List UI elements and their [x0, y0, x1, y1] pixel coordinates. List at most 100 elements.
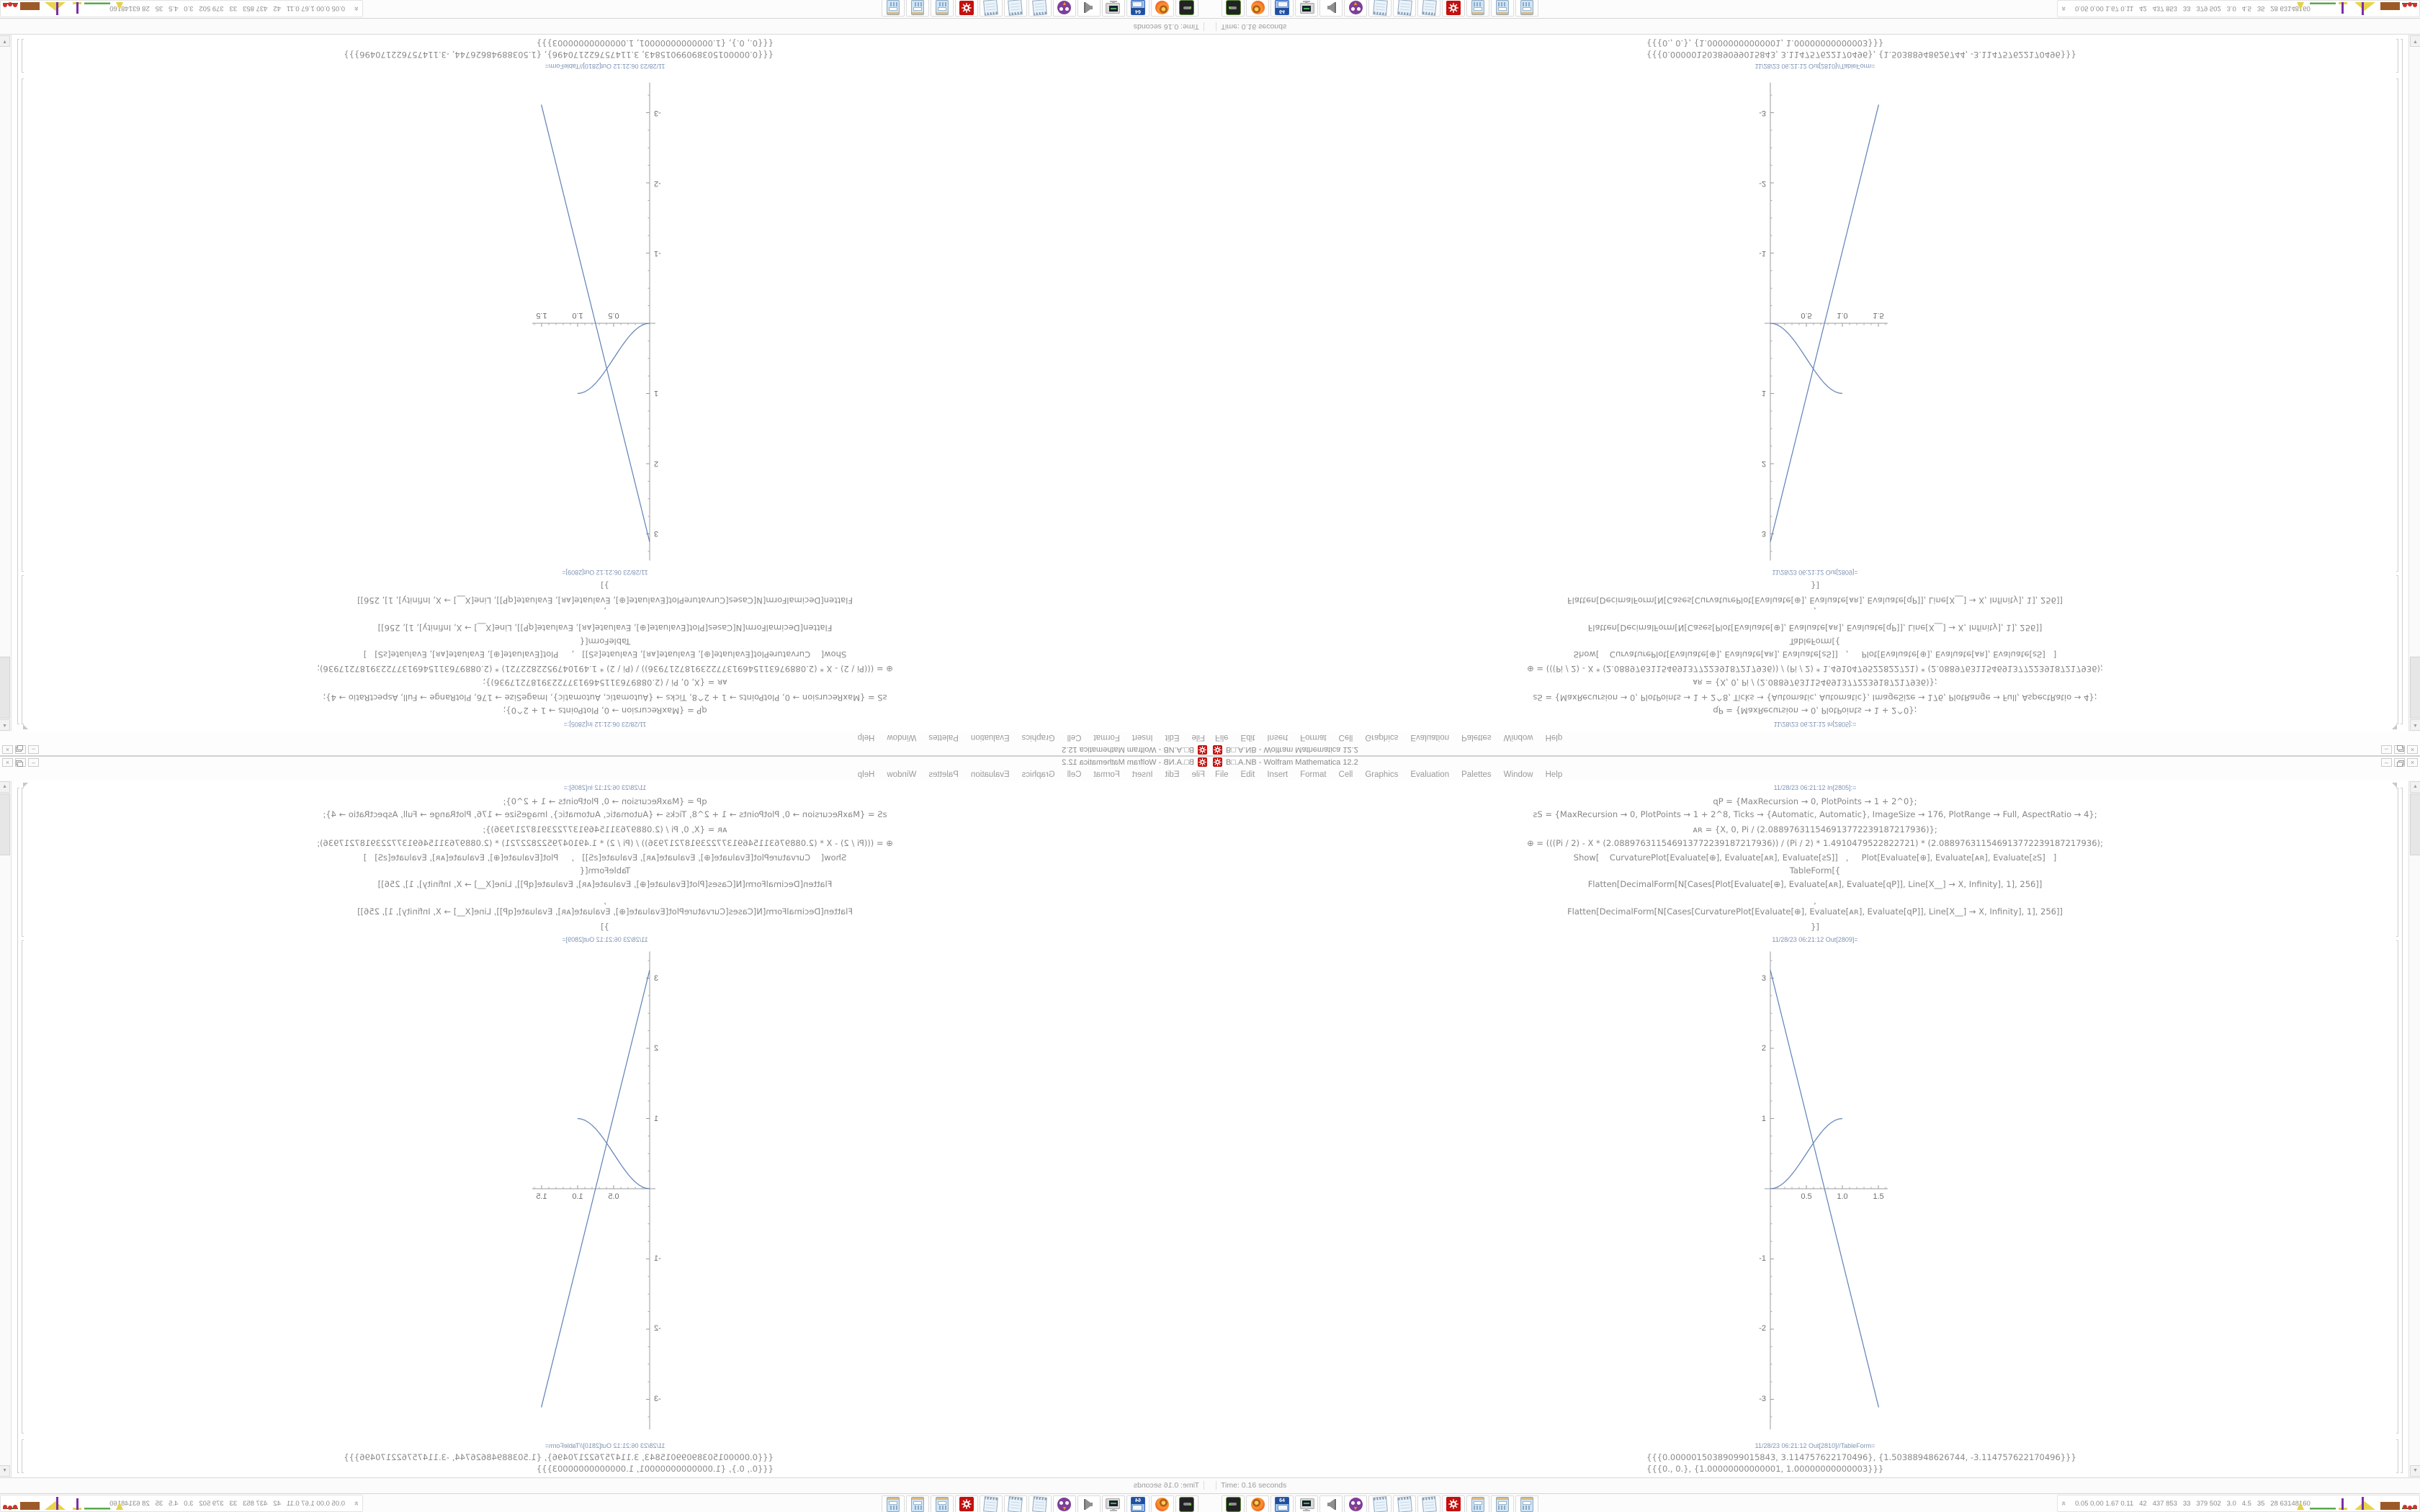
cell-bracket-group[interactable]	[17, 39, 19, 724]
taskbar-button-notepad[interactable]	[980, 1495, 1003, 1512]
taskbar-button-firefox[interactable]	[1151, 0, 1174, 17]
menu-format[interactable]: Format	[1300, 733, 1327, 742]
taskbar-button-calculator[interactable]	[882, 0, 905, 17]
taskbar-button-notepad[interactable]	[1393, 0, 1416, 17]
menu-file[interactable]: File	[1215, 733, 1229, 742]
taskbar-button-firefox[interactable]	[1246, 1495, 1269, 1512]
taskbar-button-mathematica[interactable]	[1442, 1495, 1465, 1512]
taskbar-button-console[interactable]	[1222, 1495, 1245, 1512]
taskbar-button-monitor[interactable]	[1295, 1495, 1318, 1512]
taskbar-button-floppy[interactable]: 64	[1126, 1495, 1150, 1512]
scroll-up-icon[interactable]: ▲	[2410, 719, 2420, 731]
close-button[interactable]: ×	[2, 758, 13, 767]
close-button[interactable]: ×	[2407, 758, 2418, 767]
taskbar-button-calculator[interactable]	[882, 1495, 905, 1512]
code-line[interactable]: ⊕ = (((Pi / 2) - X * (2.0889763115469137…	[317, 838, 893, 848]
cell-bracket-group[interactable]	[2401, 39, 2403, 724]
code-line[interactable]: }]	[1811, 580, 1819, 590]
code-line[interactable]: Flatten[DecimalForm[N[Cases[CurvaturePlo…	[357, 906, 853, 917]
taskbar-button-notepad[interactable]	[1028, 1495, 1052, 1512]
restore-button[interactable]	[2394, 758, 2405, 767]
scroll-down-icon[interactable]: ▼	[0, 35, 10, 47]
menu-window[interactable]: Window	[1503, 770, 1533, 779]
cell-bracket-table-output[interactable]	[22, 39, 24, 73]
taskbar-button-calculator[interactable]	[1515, 0, 1538, 17]
code-line[interactable]: Flatten[DecimalForm[N[Cases[Plot[Evaluat…	[377, 623, 833, 633]
scroll-down-icon[interactable]: ▼	[2410, 35, 2420, 47]
menu-evaluation[interactable]: Evaluation	[1410, 733, 1450, 742]
minimize-button[interactable]: –	[28, 758, 39, 767]
scroll-up-icon[interactable]: ▲	[0, 719, 10, 731]
restore-button[interactable]	[15, 758, 26, 767]
code-line[interactable]: ƨS = {MaxRecursion → 0, PlotPoints → 1 +…	[1533, 693, 2097, 703]
code-line[interactable]: Flatten[DecimalForm[N[Cases[Plot[Evaluat…	[377, 879, 833, 889]
menu-edit[interactable]: Edit	[1165, 733, 1180, 742]
menu-format[interactable]: Format	[1300, 770, 1327, 779]
code-line[interactable]: ,	[1814, 606, 1816, 616]
code-line[interactable]: ɋP = {MaxRecursion → 0, PlotPoints → 1 +…	[503, 796, 707, 806]
menu-evaluation[interactable]: Evaluation	[1410, 770, 1450, 779]
cell-bracket-group[interactable]	[2401, 788, 2403, 1473]
taskbar-button-owl[interactable]	[1344, 1495, 1367, 1512]
taskbar-button-notepad[interactable]	[1028, 0, 1052, 17]
menu-file[interactable]: File	[1215, 770, 1229, 779]
menu-cell[interactable]: Cell	[1067, 770, 1082, 779]
taskbar-button-calculator[interactable]	[931, 1495, 954, 1512]
menu-window[interactable]: Window	[887, 733, 917, 742]
tray-expand-icon[interactable]: «	[351, 6, 361, 12]
taskbar-button-monitor[interactable]	[1102, 0, 1125, 17]
taskbar-button-speaker[interactable]	[1077, 0, 1101, 17]
taskbar-button-calculator[interactable]	[1491, 1495, 1514, 1512]
scroll-up-icon[interactable]: ▲	[0, 781, 10, 793]
menu-insert[interactable]: Insert	[1131, 733, 1153, 742]
taskbar-button-floppy[interactable]: 64	[1270, 1495, 1294, 1512]
scroll-down-icon[interactable]: ▼	[2410, 1465, 2420, 1477]
taskbar-button-notepad[interactable]	[1417, 0, 1440, 17]
notebook-content[interactable]	[1210, 780, 2420, 1477]
menu-edit[interactable]: Edit	[1240, 770, 1255, 779]
code-line[interactable]: TableForm[{	[579, 865, 631, 876]
menu-graphics[interactable]: Graphics	[1021, 733, 1055, 742]
close-button[interactable]: ×	[2, 745, 13, 754]
window-titlebar[interactable]: B□.A.NB - Wolfram Mathematica 12.2 – ×	[0, 757, 1210, 768]
window-titlebar[interactable]: B□.A.NB - Wolfram Mathematica 12.2 – ×	[0, 744, 1210, 755]
scrollbar-thumb[interactable]	[0, 793, 10, 855]
taskbar-button-notepad[interactable]	[980, 0, 1003, 17]
menu-cell[interactable]: Cell	[1067, 733, 1082, 742]
taskbar-button-owl[interactable]	[1344, 0, 1367, 17]
code-line[interactable]: ɋP = {MaxRecursion → 0, PlotPoints → 1 +…	[1713, 706, 1917, 716]
restore-button[interactable]	[2394, 745, 2405, 754]
menu-palettes[interactable]: Palettes	[1461, 733, 1492, 742]
taskbar-button-monitor[interactable]	[1295, 0, 1318, 17]
cell-bracket-plot-output[interactable]	[2396, 78, 2398, 572]
code-line[interactable]: ɋP = {MaxRecursion → 0, PlotPoints → 1 +…	[503, 706, 707, 716]
taskbar-button-monitor[interactable]	[1102, 1495, 1125, 1512]
scrollbar-thumb[interactable]	[2410, 793, 2420, 855]
taskbar-button-calculator[interactable]	[1491, 0, 1514, 17]
menu-evaluation[interactable]: Evaluation	[970, 770, 1010, 779]
menu-graphics[interactable]: Graphics	[1365, 770, 1399, 779]
menu-window[interactable]: Window	[887, 770, 917, 779]
menu-evaluation[interactable]: Evaluation	[970, 733, 1010, 742]
taskbar-button-owl[interactable]	[1053, 1495, 1076, 1512]
restore-button[interactable]	[15, 745, 26, 754]
code-line[interactable]: Flatten[DecimalForm[N[Cases[CurvaturePlo…	[1567, 906, 2063, 917]
scrollbar-thumb[interactable]	[2410, 657, 2420, 719]
cell-bracket-plot-output[interactable]	[22, 78, 24, 572]
code-line[interactable]: ƨS = {MaxRecursion → 0, PlotPoints → 1 +…	[323, 693, 887, 703]
minimize-button[interactable]: –	[28, 745, 39, 754]
vertical-scrollbar[interactable]: ▲ ▼	[2408, 780, 2420, 1477]
taskbar-button-speaker[interactable]	[1319, 1495, 1343, 1512]
cell-bracket-group[interactable]	[17, 788, 19, 1473]
cell-bracket-plot-output[interactable]	[22, 940, 24, 1434]
cell-bracket-input[interactable]	[22, 788, 24, 937]
taskbar-button-mathematica[interactable]	[955, 1495, 978, 1512]
code-line[interactable]: Show[ CurvaturePlot[Evaluate[⊕], Evaluat…	[1573, 649, 2057, 660]
code-line[interactable]: TableForm[{	[1789, 865, 1841, 876]
taskbar-button-owl[interactable]	[1053, 0, 1076, 17]
minimize-button[interactable]: –	[2381, 745, 2392, 754]
code-line[interactable]: Flatten[DecimalForm[N[Cases[CurvaturePlo…	[357, 595, 853, 606]
menu-edit[interactable]: Edit	[1240, 733, 1255, 742]
code-line[interactable]: ɋP = {MaxRecursion → 0, PlotPoints → 1 +…	[1713, 796, 1917, 806]
taskbar-button-notepad[interactable]	[1004, 1495, 1027, 1512]
